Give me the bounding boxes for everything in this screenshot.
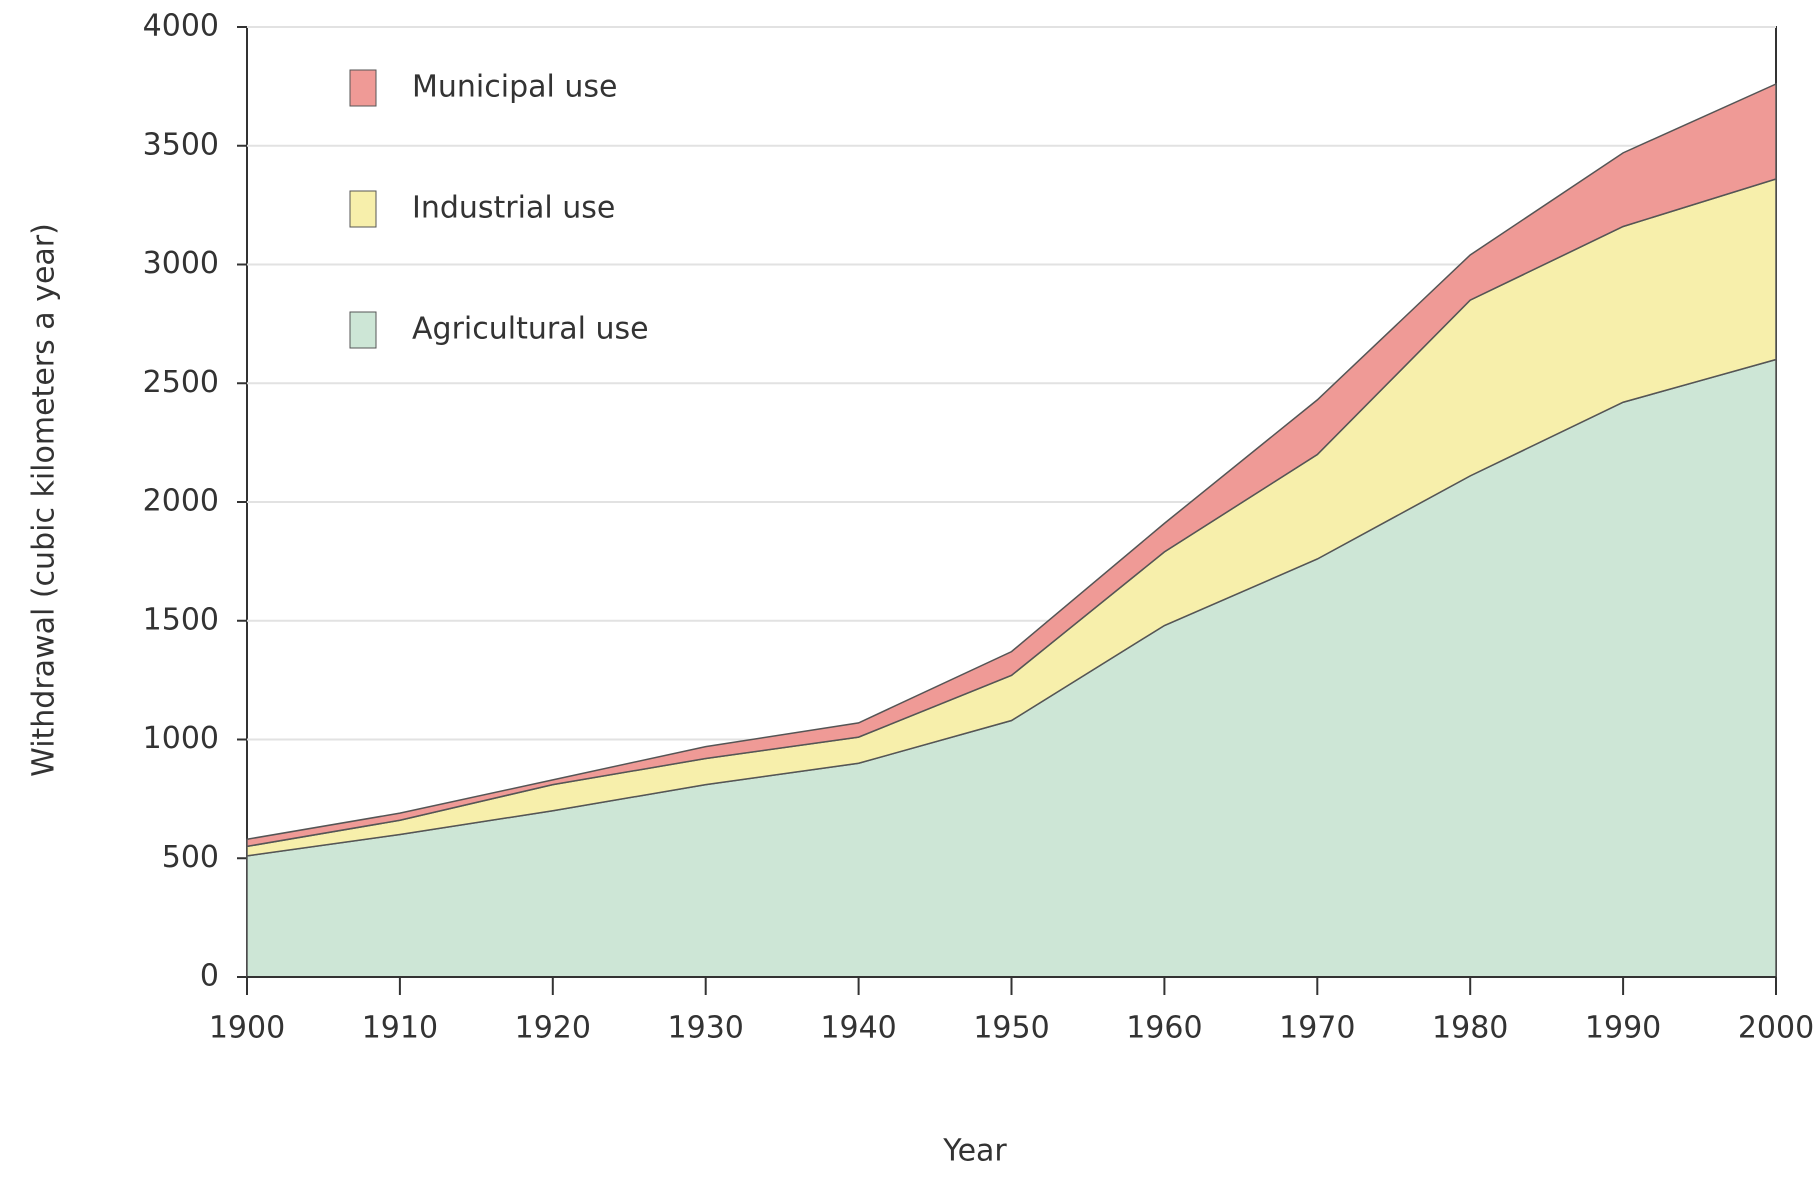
legend-swatch [349, 311, 377, 349]
y-tick-label: 2500 [143, 365, 219, 400]
x-tick-label: 1970 [1279, 1011, 1355, 1046]
y-tick-label: 0 [200, 959, 219, 994]
x-tick-label: 1910 [362, 1011, 438, 1046]
x-tick-label: 1990 [1585, 1011, 1661, 1046]
x-tick-label: 1960 [1126, 1011, 1202, 1046]
y-tick-label: 3500 [143, 127, 219, 162]
legend-label: Industrial use [412, 191, 615, 226]
legend-swatch [349, 190, 377, 228]
x-tick-label: 2000 [1738, 1011, 1814, 1046]
y-tick-label: 3000 [143, 246, 219, 281]
y-tick-label: 500 [162, 840, 219, 875]
y-axis-label: Withdrawal (cubic kilometers a year) [27, 223, 62, 777]
x-tick-label: 1930 [668, 1011, 744, 1046]
legend-label: Agricultural use [412, 312, 649, 347]
y-tick-label: 2000 [143, 484, 219, 519]
x-tick-label: 1950 [973, 1011, 1049, 1046]
x-tick-label: 1920 [515, 1011, 591, 1046]
legend-swatch [349, 69, 377, 107]
x-tick-label: 1980 [1432, 1011, 1508, 1046]
x-tick-label: 1900 [209, 1011, 285, 1046]
y-tick-label: 4000 [143, 9, 219, 44]
legend-label: Municipal use [412, 70, 617, 105]
area [246, 82, 1777, 848]
x-axis-label: Year [942, 1134, 1007, 1169]
y-tick-label: 1000 [143, 721, 219, 756]
x-tick-label: 1940 [820, 1011, 896, 1046]
y-tick-label: 1500 [143, 602, 219, 637]
